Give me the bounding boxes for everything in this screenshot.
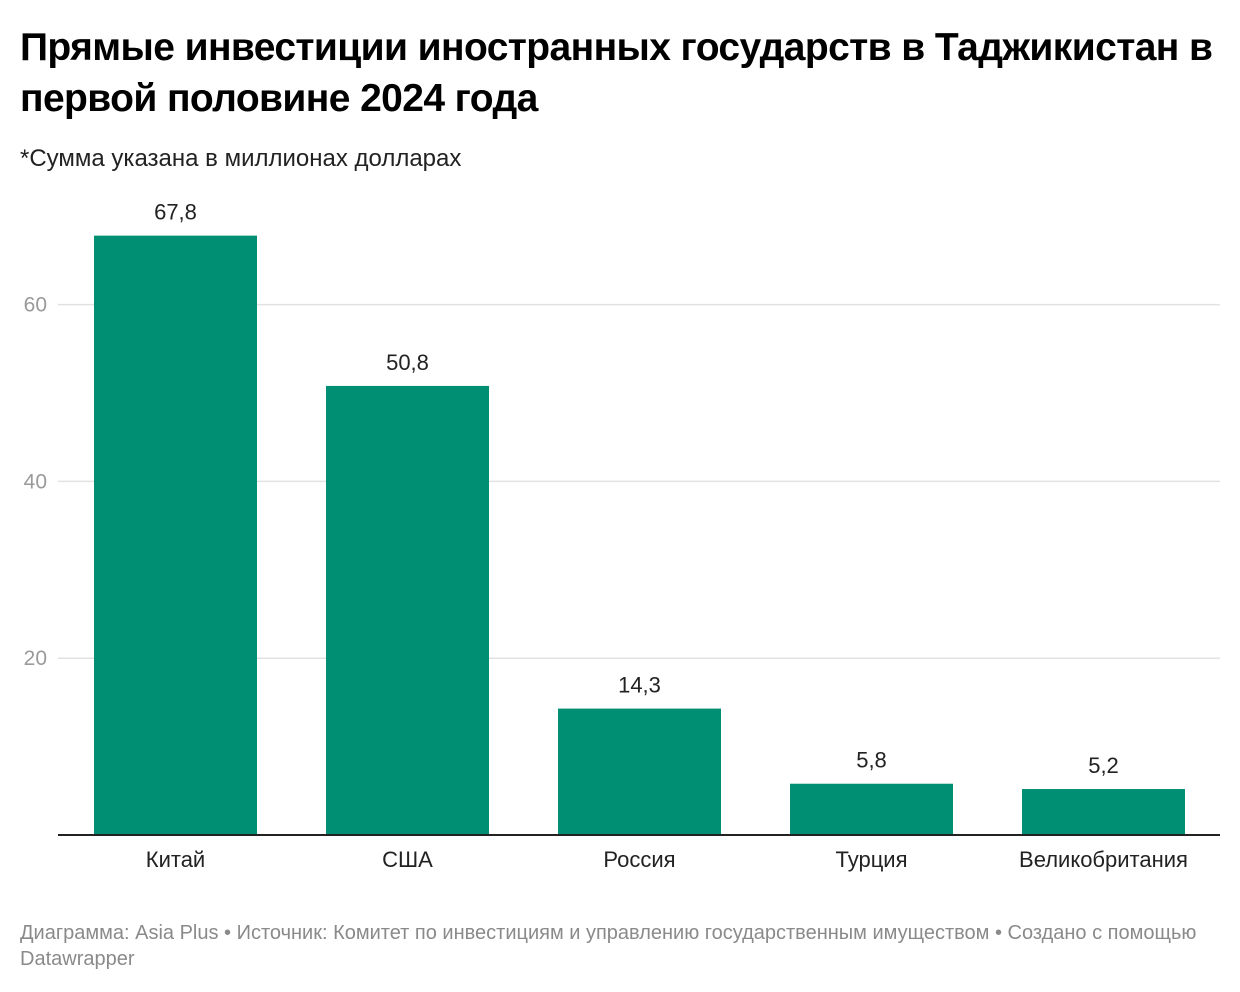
category-label: Россия bbox=[603, 847, 675, 872]
value-label: 50,8 bbox=[386, 350, 429, 375]
bar-4 bbox=[1022, 789, 1185, 835]
bars bbox=[94, 235, 1185, 835]
value-label: 5,8 bbox=[856, 748, 887, 773]
y-tick-label: 20 bbox=[24, 647, 47, 670]
labels: 20 40 60 67,8 Китай 50,8 США 14,3 Россия 5,8 Турци… bbox=[24, 200, 1188, 872]
chart-footer: Диаграмма: Asia Plus • Источник: Комитет… bbox=[20, 922, 1197, 970]
y-tick-label: 60 bbox=[24, 294, 47, 317]
value-label: 14,3 bbox=[618, 673, 661, 698]
chart-subtitle: *Сумма указана в миллионах долларах bbox=[20, 145, 462, 172]
bar-3 bbox=[790, 783, 953, 835]
category-label: Турция bbox=[836, 847, 908, 872]
chart-title: Прямые инвестиции иностранных государств… bbox=[20, 26, 1213, 120]
category-label: Великобритания bbox=[1019, 847, 1188, 872]
bar-2 bbox=[558, 708, 721, 835]
category-label: Китай bbox=[146, 847, 205, 872]
bar-0 bbox=[94, 235, 257, 835]
category-label: США bbox=[382, 847, 433, 872]
y-tick-label: 40 bbox=[24, 470, 47, 493]
bar-1 bbox=[326, 385, 489, 835]
value-label: 67,8 bbox=[154, 200, 197, 225]
value-label: 5,2 bbox=[1088, 753, 1119, 778]
bar-chart: 20 40 60 67,8 Китай 50,8 США 14,3 Россия 5,8 Турци… bbox=[24, 200, 1220, 872]
